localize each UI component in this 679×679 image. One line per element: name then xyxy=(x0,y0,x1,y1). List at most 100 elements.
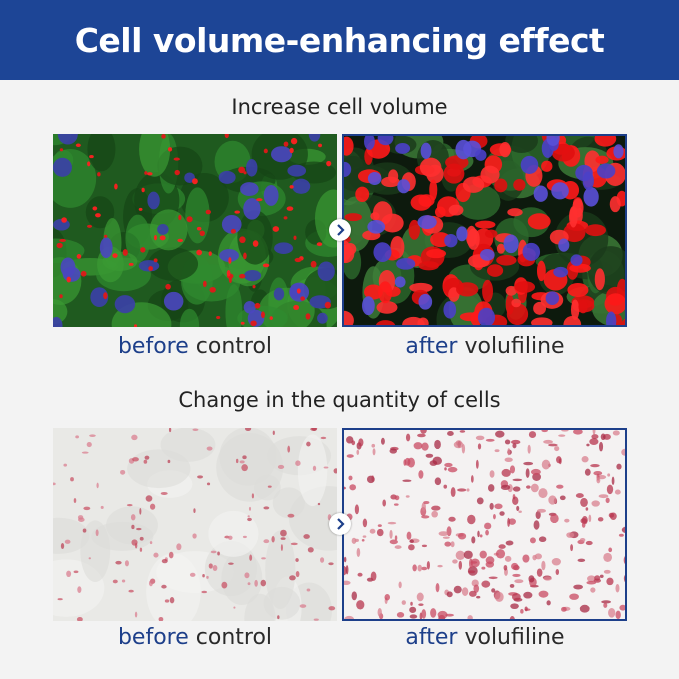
texture xyxy=(577,558,586,563)
texture xyxy=(161,584,167,589)
texture xyxy=(251,493,254,499)
texture xyxy=(570,254,583,266)
texture xyxy=(384,593,391,601)
texture xyxy=(418,603,424,606)
texture xyxy=(505,134,538,153)
texture xyxy=(409,282,433,293)
texture xyxy=(323,466,329,469)
caption-text: control xyxy=(195,334,273,359)
texture xyxy=(292,178,311,194)
texture xyxy=(208,563,213,569)
texture xyxy=(165,283,171,290)
texture xyxy=(604,293,627,315)
texture xyxy=(378,281,393,304)
texture xyxy=(499,142,511,158)
texture xyxy=(131,539,138,546)
texture xyxy=(581,456,589,463)
texture xyxy=(342,310,354,327)
texture xyxy=(382,499,387,507)
texture xyxy=(558,434,566,437)
texture xyxy=(53,482,56,486)
texture xyxy=(248,506,252,511)
texture xyxy=(61,217,67,223)
texture xyxy=(138,260,160,272)
texture xyxy=(131,524,135,530)
texture xyxy=(147,191,160,210)
texture xyxy=(530,468,541,476)
texture xyxy=(367,220,386,234)
texture xyxy=(112,579,118,584)
texture xyxy=(221,214,242,234)
texture xyxy=(527,213,551,230)
texture xyxy=(575,164,593,182)
texture xyxy=(59,148,64,152)
texture xyxy=(461,587,469,596)
texture xyxy=(499,511,505,516)
texture xyxy=(354,504,359,515)
texture xyxy=(408,544,415,551)
texture xyxy=(442,536,450,539)
texture xyxy=(295,571,300,578)
texture xyxy=(226,270,231,277)
texture xyxy=(53,316,63,327)
texture xyxy=(567,282,589,298)
texture xyxy=(489,502,494,510)
texture xyxy=(83,506,91,511)
texture xyxy=(402,316,425,327)
texture xyxy=(373,242,392,263)
texture xyxy=(471,536,476,544)
texture xyxy=(210,550,217,554)
texture xyxy=(593,470,603,476)
texture xyxy=(421,566,428,571)
texture xyxy=(158,616,164,621)
texture xyxy=(263,184,279,206)
texture xyxy=(66,570,72,578)
texture xyxy=(177,238,184,243)
texture xyxy=(235,458,239,464)
texture xyxy=(509,465,516,474)
texture xyxy=(261,311,265,319)
texture xyxy=(475,220,496,229)
texture xyxy=(418,261,439,271)
texture xyxy=(586,443,590,447)
texture xyxy=(570,544,574,552)
texture xyxy=(208,510,259,557)
texture xyxy=(306,588,311,592)
caption-text: volufiline xyxy=(464,334,565,359)
texture xyxy=(196,249,203,256)
texture xyxy=(245,428,252,432)
texture xyxy=(599,574,604,578)
texture xyxy=(541,160,553,172)
texture xyxy=(103,234,108,238)
texture xyxy=(474,149,487,161)
texture xyxy=(362,535,367,538)
texture xyxy=(85,196,115,229)
texture xyxy=(491,588,496,593)
texture xyxy=(346,454,354,458)
texture xyxy=(486,264,504,277)
texture xyxy=(287,445,291,453)
texture xyxy=(538,590,549,598)
texture xyxy=(103,292,108,300)
texture xyxy=(529,537,536,544)
texture xyxy=(507,448,511,456)
texture xyxy=(173,157,180,161)
texture xyxy=(240,321,245,325)
texture xyxy=(546,600,551,606)
texture xyxy=(489,470,495,478)
texture xyxy=(536,508,546,513)
texture xyxy=(611,476,615,486)
texture xyxy=(556,456,562,464)
texture xyxy=(406,531,412,540)
texture xyxy=(444,467,447,471)
texture xyxy=(139,536,144,541)
texture xyxy=(122,249,128,256)
texture xyxy=(408,219,420,240)
texture xyxy=(421,544,428,548)
texture xyxy=(254,302,261,309)
texture xyxy=(247,517,252,522)
texture xyxy=(520,609,524,614)
texture xyxy=(475,435,485,441)
texture xyxy=(164,599,170,603)
texture xyxy=(262,263,270,268)
